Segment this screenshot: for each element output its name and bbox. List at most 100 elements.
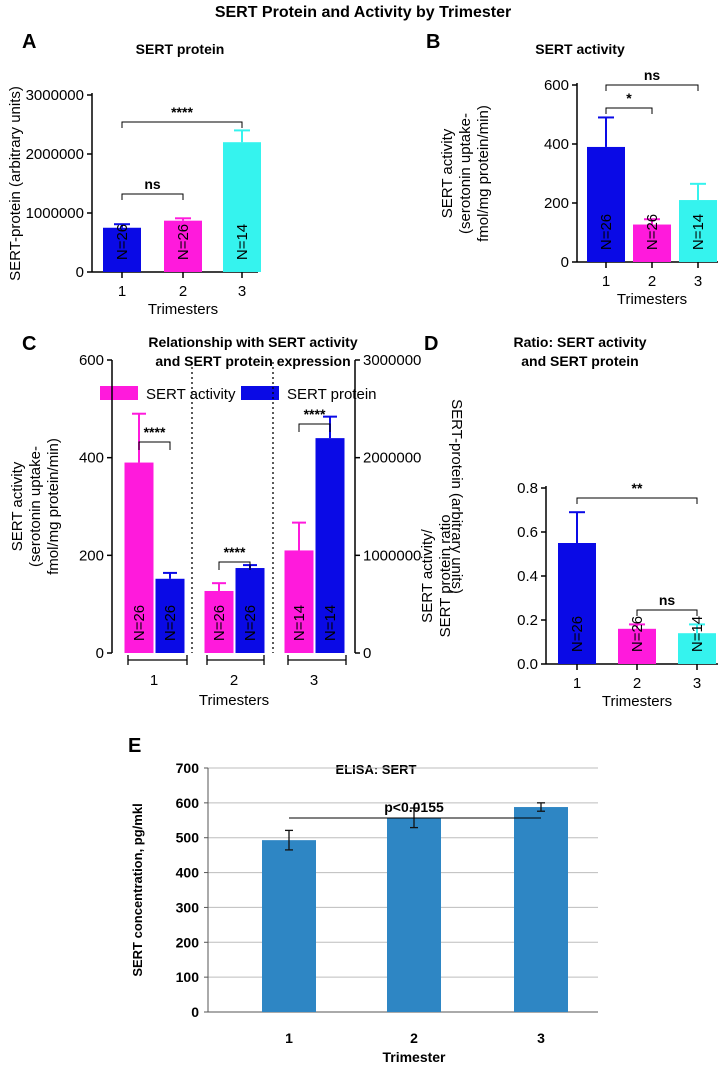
significance-bracket-label: **** bbox=[224, 544, 246, 560]
bar bbox=[514, 807, 568, 1012]
bar-label: N=14 bbox=[689, 616, 706, 652]
y-tick-label: 100 bbox=[176, 969, 200, 985]
significance-bracket-label: ns bbox=[659, 592, 676, 608]
legend-swatch-protein bbox=[241, 386, 279, 400]
y-axis-label-line: (serotonin uptake- bbox=[457, 113, 474, 234]
significance-bracket-label: ** bbox=[632, 480, 643, 496]
x-tick-label: 2 bbox=[633, 675, 641, 692]
bar-activity bbox=[284, 550, 314, 653]
panel-label: C bbox=[22, 333, 36, 355]
y-tick-label: 300 bbox=[176, 899, 200, 915]
bar bbox=[103, 227, 141, 272]
bar bbox=[618, 628, 656, 664]
x-tick-label: 1 bbox=[602, 273, 610, 290]
bar bbox=[587, 146, 625, 262]
y-axis-label-line: SERT activity bbox=[439, 128, 456, 218]
chart-title-line: and SERT protein expression bbox=[155, 353, 350, 369]
bar-label: N=14 bbox=[322, 605, 339, 641]
y-tick-label: 700 bbox=[176, 760, 200, 776]
significance-bracket bbox=[605, 84, 699, 91]
y-tick-label: 200 bbox=[176, 934, 200, 950]
bar-label: N=26 bbox=[569, 616, 586, 652]
y-tick-label: 3000000 bbox=[26, 87, 84, 104]
panel-d: D Ratio: SERT activity and SERT protein 0.0… bbox=[419, 333, 718, 710]
group-range bbox=[127, 655, 188, 665]
y-tick-label: 500 bbox=[176, 830, 200, 846]
x-tick-label: 2 bbox=[648, 273, 656, 290]
panel-label: E bbox=[128, 735, 141, 757]
y2-tick-label: 1000000 bbox=[363, 547, 421, 564]
y-tick-label: 600 bbox=[544, 77, 569, 94]
significance-bracket bbox=[138, 441, 171, 450]
y2-tick-label: 3000000 bbox=[363, 352, 421, 369]
x-tick-label: 1 bbox=[285, 1030, 293, 1046]
y-axis-label-line: SERT activity/ bbox=[419, 528, 436, 622]
legend-label: SERT protein bbox=[287, 386, 377, 403]
x-axis-label: Trimesters bbox=[148, 301, 218, 318]
bar-label: N=26 bbox=[211, 605, 228, 641]
y2-tick-label: 0 bbox=[363, 645, 371, 662]
y-tick-label: 0 bbox=[76, 264, 84, 281]
significance-bracket-label: **** bbox=[171, 104, 193, 120]
y-axis-label: SERT-protein (arbitrary units) bbox=[7, 86, 24, 281]
panel-c: C Relationship with SERT activity and SERT… bbox=[9, 333, 465, 709]
x-axis-label: Trimesters bbox=[602, 693, 672, 710]
significance-bracket-label: **** bbox=[304, 406, 326, 422]
y-tick-label: 600 bbox=[176, 795, 200, 811]
bar-label: N=26 bbox=[242, 605, 259, 641]
significance-bracket bbox=[121, 121, 243, 128]
panel-label: A bbox=[22, 31, 36, 53]
y-axis-label: SERT concentration, pg/mkl bbox=[130, 803, 145, 976]
y-axis-label-line: fmol/mg protein/min) bbox=[45, 438, 62, 575]
y-tick-label: 2000000 bbox=[26, 146, 84, 163]
significance-bracket-label: ns bbox=[644, 67, 661, 83]
chart-title-line: Ratio: SERT activity bbox=[513, 334, 646, 350]
bar bbox=[262, 840, 316, 1012]
y2-tick-label: 2000000 bbox=[363, 450, 421, 467]
y-axis-label-line: fmol/mg protein/min) bbox=[475, 105, 492, 242]
significance-bracket-label: * bbox=[626, 90, 632, 106]
bar-label: N=26 bbox=[175, 224, 192, 260]
x-tick-label: 3 bbox=[694, 273, 702, 290]
panel-a: A SERT protein 0 1000000 2000000 3000000SERT-… bbox=[7, 31, 261, 318]
group-range bbox=[206, 655, 265, 665]
y-tick-label: 0.0 bbox=[517, 656, 538, 673]
panel-label: D bbox=[424, 333, 438, 355]
y-tick-label: 0.4 bbox=[517, 568, 538, 585]
bar bbox=[164, 220, 202, 272]
bar-label: N=14 bbox=[291, 605, 308, 641]
y-tick-label: 0.6 bbox=[517, 524, 538, 541]
y-tick-label: 1000000 bbox=[26, 205, 84, 222]
y-tick-label: 400 bbox=[79, 450, 104, 467]
x-tick-label: 3 bbox=[238, 283, 246, 300]
y-tick-label: 400 bbox=[176, 865, 200, 881]
significance-bracket bbox=[576, 497, 698, 504]
legend-swatch-activity bbox=[100, 386, 138, 400]
significance-bracket bbox=[605, 107, 653, 114]
significance-bracket bbox=[121, 193, 184, 200]
chart-title: ELISA: SERT bbox=[336, 762, 417, 777]
bar-label: N=26 bbox=[644, 214, 661, 250]
significance-label: p<0.0155 bbox=[384, 799, 444, 815]
significance-bracket bbox=[636, 609, 698, 616]
bar-label: N=14 bbox=[234, 224, 251, 260]
bar-activity bbox=[124, 462, 154, 653]
bar-protein bbox=[235, 568, 265, 653]
bar bbox=[387, 817, 441, 1012]
bar bbox=[558, 543, 596, 664]
y-tick-label: 200 bbox=[544, 195, 569, 212]
bar-label: N=26 bbox=[114, 224, 131, 260]
panel-e: E ELISA: SERT 0 100 200 300 400 500 600 700 SERT c… bbox=[128, 735, 598, 1065]
chart-title: SERT protein bbox=[136, 41, 225, 57]
chart-title-line: and SERT protein bbox=[521, 353, 638, 369]
x-tick-label: 3 bbox=[693, 675, 701, 692]
x-tick-label: 1 bbox=[150, 672, 158, 689]
x-tick-label: 3 bbox=[310, 672, 318, 689]
y-tick-label: 0 bbox=[561, 254, 569, 271]
y-tick-label: 400 bbox=[544, 136, 569, 153]
figure-title: SERT Protein and Activity by Trimester bbox=[215, 4, 511, 21]
bar bbox=[679, 200, 717, 262]
significance-bracket-label: ns bbox=[144, 176, 161, 192]
bar bbox=[223, 142, 261, 272]
